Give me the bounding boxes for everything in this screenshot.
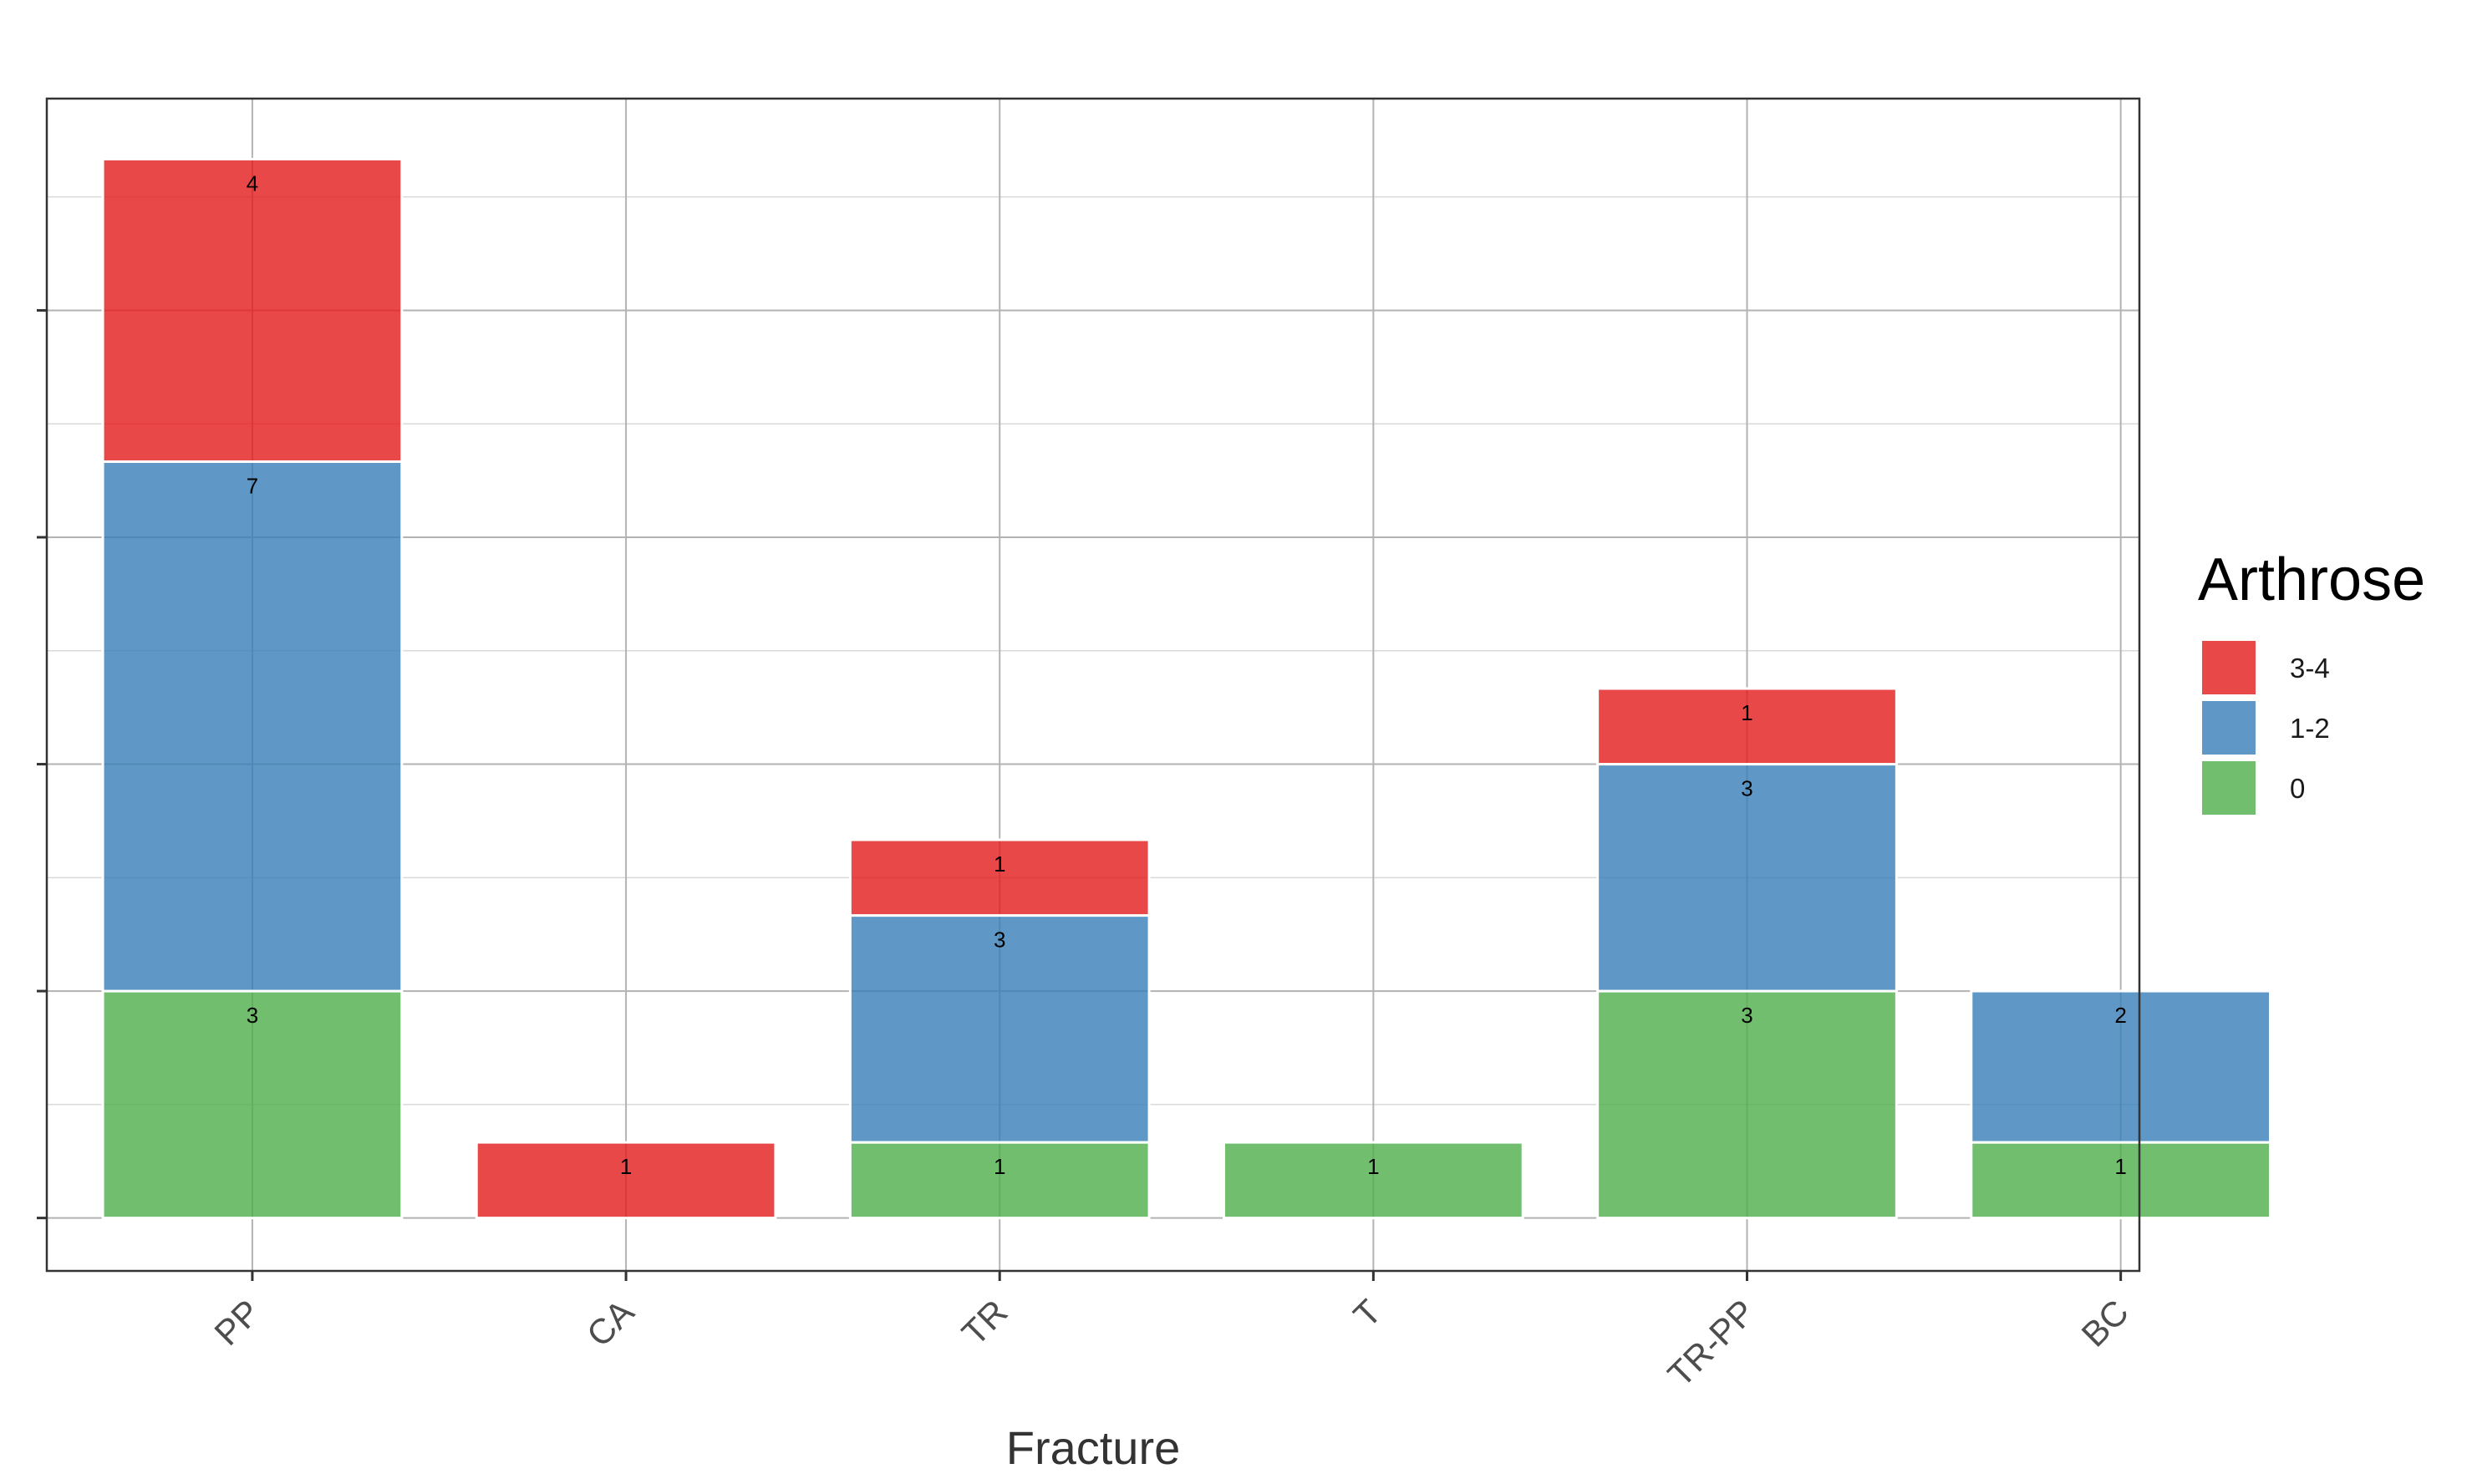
bar-segment — [1970, 1141, 2271, 1220]
bars — [101, 157, 2271, 1220]
bar-value-label: 4 — [247, 170, 258, 196]
bar-segment — [848, 838, 1151, 917]
legend-label: 1-2 — [2290, 713, 2330, 744]
bar-value-label: 2 — [2114, 1003, 2126, 1028]
bar-segment — [1596, 687, 1898, 766]
bar-segment — [1596, 989, 1898, 1220]
legend: Arthrose 3-4 1-2 0 — [2198, 546, 2425, 816]
bar-value-label: 3 — [1741, 1003, 1752, 1028]
plot-panel-border — [45, 97, 2141, 1273]
bar-segment — [101, 157, 404, 463]
bar-value-label: 7 — [247, 473, 258, 498]
bar-value-label: 3 — [994, 928, 1005, 953]
bar-segment — [1596, 763, 1898, 993]
bar-segment — [1970, 989, 2271, 1144]
legend-title: Arthrose — [2198, 546, 2425, 613]
data-labels: 3 7 4 1 1 3 1 1 3 3 1 1 2 — [247, 170, 2127, 1179]
legend-label: 3-4 — [2290, 653, 2330, 684]
legend-key — [2200, 699, 2257, 756]
bar-value-label: 1 — [620, 1154, 632, 1179]
bar-segment — [101, 460, 404, 993]
bar-value-label: 1 — [1741, 700, 1752, 725]
bar-value-label: 3 — [1741, 776, 1752, 801]
bar-value-label: 1 — [1367, 1154, 1379, 1179]
legend-key — [2200, 760, 2257, 816]
legend-key — [2200, 639, 2257, 696]
bar-segment — [848, 914, 1151, 1144]
legend-label: 0 — [2290, 773, 2305, 804]
bar-segment — [475, 1141, 777, 1220]
bar-value-label: 3 — [247, 1003, 258, 1028]
x-axis-title: Fracture — [1006, 1421, 1181, 1474]
bar-value-label: 1 — [2114, 1154, 2126, 1179]
bar-value-label: 1 — [994, 1154, 1005, 1179]
bar-value-label: 1 — [994, 851, 1005, 877]
bar-segment — [848, 1141, 1151, 1220]
bar-segment — [1223, 1141, 1524, 1220]
